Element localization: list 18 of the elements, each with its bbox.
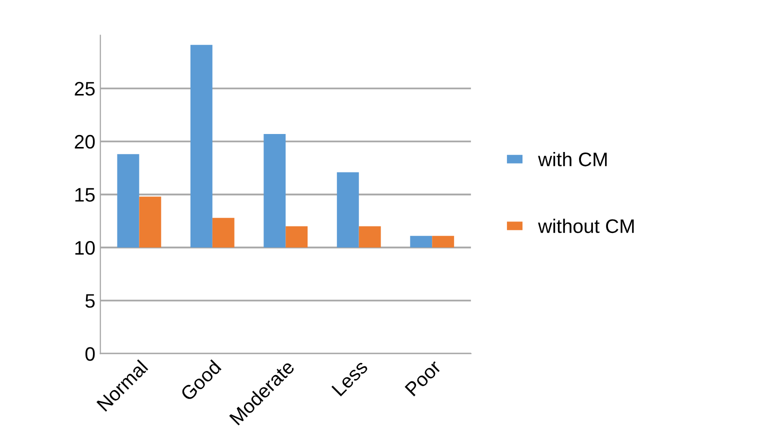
y-tick-label: 20 [74, 134, 95, 149]
bar [264, 134, 286, 248]
y-tick-label: 10 [75, 240, 95, 255]
bar [410, 236, 432, 248]
bar [212, 218, 234, 248]
bar [336, 172, 359, 248]
legend-label: with CM [538, 152, 607, 166]
bar [432, 236, 454, 248]
bar [358, 226, 381, 248]
y-tick-label: 15 [75, 188, 95, 202]
y-tick-label: 5 [85, 294, 95, 308]
y-tick-label: 0 [85, 347, 95, 361]
bar [139, 196, 162, 248]
y-tick-label: 25 [74, 82, 95, 96]
bar [286, 226, 308, 248]
bar [117, 154, 140, 248]
bar [190, 44, 212, 248]
legend-label: without CM [538, 218, 634, 234]
